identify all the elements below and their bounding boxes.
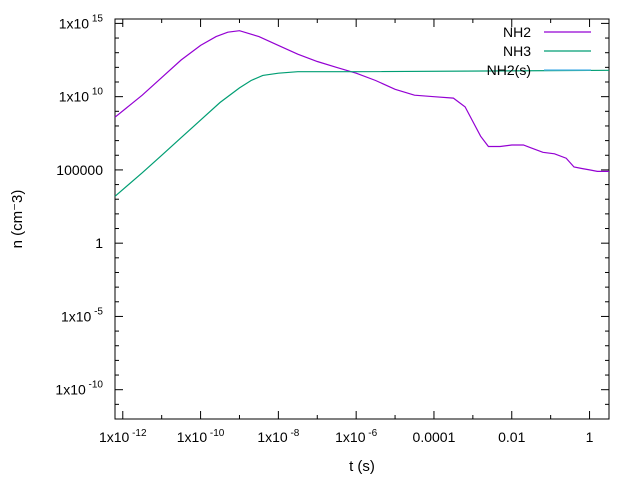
series-line-nh2 (114, 30, 609, 172)
legend-label: NH2 (503, 24, 531, 40)
y-axis-title: n (cm⁻3) (9, 190, 26, 249)
legend-label: NH3 (503, 43, 531, 59)
x-tick-label: 0.01 (498, 429, 525, 445)
series-line-nh3 (114, 69, 610, 197)
x-tick-label: 1 (586, 429, 594, 445)
legend-label: NH2(s) (487, 62, 531, 78)
x-tick-label: 0.0001 (413, 429, 456, 445)
legend: NH2 NH3 NH2(s) (487, 24, 591, 78)
plot-frame (114, 18, 610, 420)
y-tick-label: 1 (95, 235, 103, 251)
x-axis-title: t (s) (349, 458, 375, 475)
y-tick-label: 100000 (56, 162, 103, 178)
